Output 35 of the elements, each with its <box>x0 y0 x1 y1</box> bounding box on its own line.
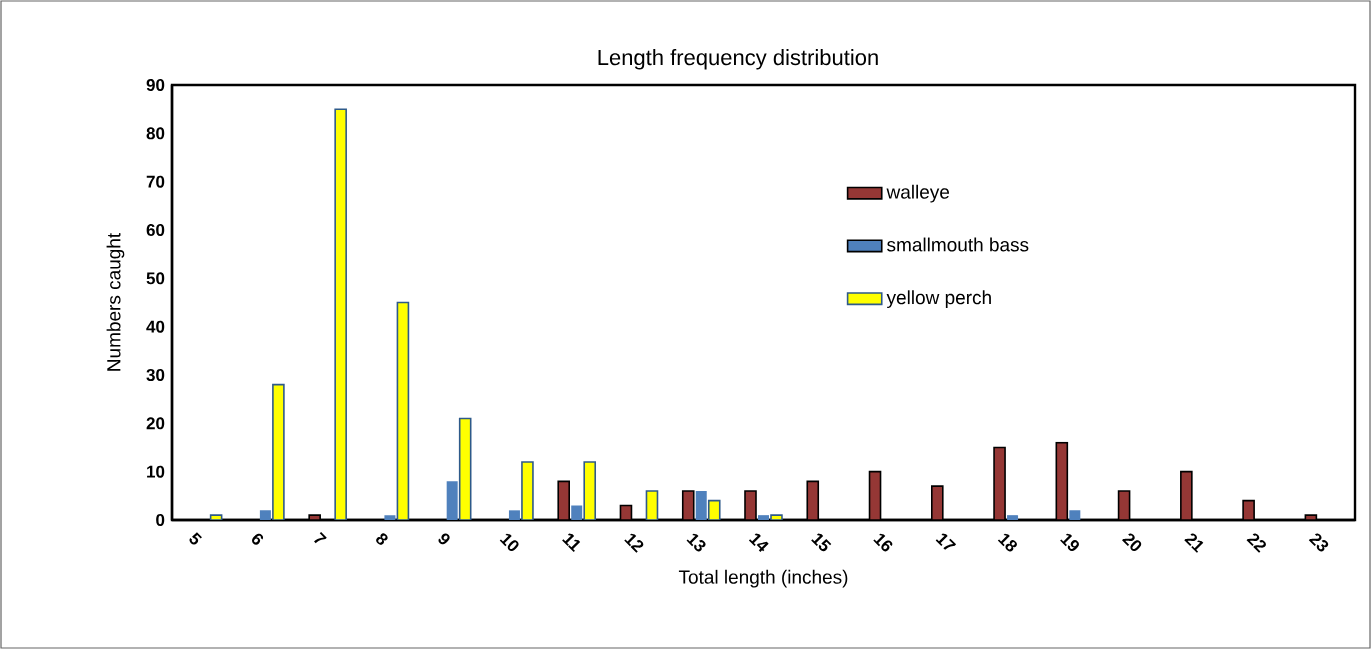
y-tick-label: 90 <box>146 79 165 92</box>
x-tick-label: 14 <box>748 533 769 552</box>
legend-label: walleye <box>886 184 950 203</box>
legend-label: yellow perch <box>886 290 991 309</box>
x-tick-label: 21 <box>1184 533 1204 553</box>
legend-label: smallmouth bass <box>887 237 1029 252</box>
x-tick-label: 10 <box>499 533 519 552</box>
y-tick-label: 70 <box>146 175 165 188</box>
y-tick-label: 20 <box>146 417 165 430</box>
x-tick-label: 6 <box>252 533 264 545</box>
x-tick-label: 12 <box>624 533 644 553</box>
y-tick-label: 10 <box>147 465 165 478</box>
y-tick-label: 50 <box>146 272 165 285</box>
y-tick-label: 60 <box>146 224 165 237</box>
x-tick-label: 5 <box>189 532 202 545</box>
x-axis-title: Total length (inches) <box>678 569 848 588</box>
x-tick-label: 11 <box>562 533 581 553</box>
x-tick-label: 7 <box>314 531 327 544</box>
x-tick-label: 18 <box>997 533 1017 552</box>
x-tick-label: 22 <box>1246 533 1266 553</box>
x-tick-label: 8 <box>376 533 388 545</box>
x-tick-label: 9 <box>438 533 450 545</box>
chart-title: Length frequency distribution <box>598 49 878 70</box>
x-tick-label: 15 <box>811 533 832 552</box>
x-tick-label: 20 <box>1122 533 1142 552</box>
y-axis-title: Numbers caught <box>106 232 125 371</box>
x-tick-label: 19 <box>1060 533 1079 552</box>
y-tick-label: 40 <box>146 320 165 333</box>
x-tick-label: 16 <box>873 533 893 552</box>
y-tick-label: 80 <box>146 127 165 140</box>
y-tick-label: 30 <box>146 368 165 382</box>
x-tick-label: 23 <box>1308 533 1329 552</box>
x-tick-label: 13 <box>686 533 706 552</box>
y-tick-label: 0 <box>156 513 165 527</box>
x-tick-label: 17 <box>935 533 957 550</box>
